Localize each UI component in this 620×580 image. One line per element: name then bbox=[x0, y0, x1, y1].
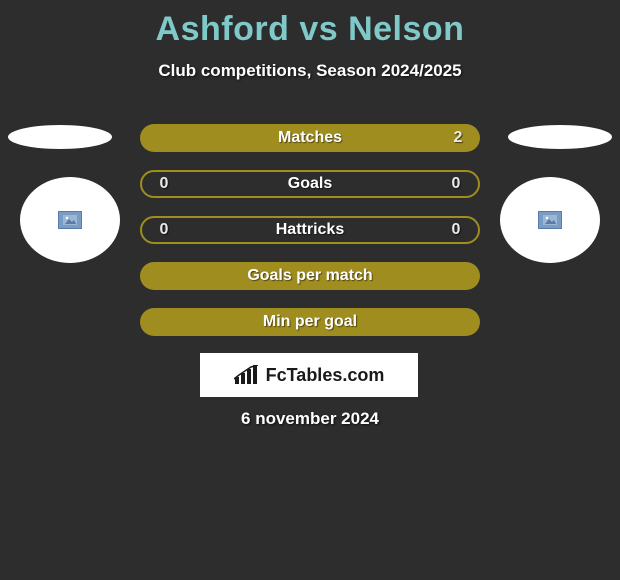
chart-bars-icon bbox=[234, 365, 260, 385]
stat-right-value: 0 bbox=[446, 221, 466, 239]
image-placeholder-icon bbox=[58, 211, 82, 229]
stat-label: Hattricks bbox=[174, 221, 446, 239]
avatar-right bbox=[500, 177, 600, 263]
avatar-left bbox=[20, 177, 120, 263]
watermark: FcTables.com bbox=[200, 353, 418, 397]
stat-label: Matches bbox=[172, 129, 448, 147]
player-slot-right-top bbox=[508, 125, 612, 149]
date-label: 6 november 2024 bbox=[0, 409, 620, 429]
stat-row-min-per-goal: Min per goal bbox=[140, 308, 480, 336]
stat-label: Goals per match bbox=[172, 267, 448, 285]
image-placeholder-icon bbox=[538, 211, 562, 229]
stats-table: Matches 2 0 Goals 0 0 Hattricks 0 Goals … bbox=[140, 124, 480, 354]
stat-right-value: 0 bbox=[446, 175, 466, 193]
stat-right-value: 2 bbox=[448, 129, 468, 147]
player-slot-left-top bbox=[8, 125, 112, 149]
page-title: Ashford vs Nelson bbox=[0, 0, 620, 49]
stat-label: Goals bbox=[174, 175, 446, 193]
stat-left-value: 0 bbox=[154, 175, 174, 193]
stat-row-goals-per-match: Goals per match bbox=[140, 262, 480, 290]
subtitle: Club competitions, Season 2024/2025 bbox=[0, 61, 620, 81]
stat-row-hattricks: 0 Hattricks 0 bbox=[140, 216, 480, 244]
stat-left-value: 0 bbox=[154, 221, 174, 239]
stat-label: Min per goal bbox=[172, 313, 448, 331]
stat-row-goals: 0 Goals 0 bbox=[140, 170, 480, 198]
stat-row-matches: Matches 2 bbox=[140, 124, 480, 152]
watermark-label: FcTables.com bbox=[266, 365, 385, 386]
